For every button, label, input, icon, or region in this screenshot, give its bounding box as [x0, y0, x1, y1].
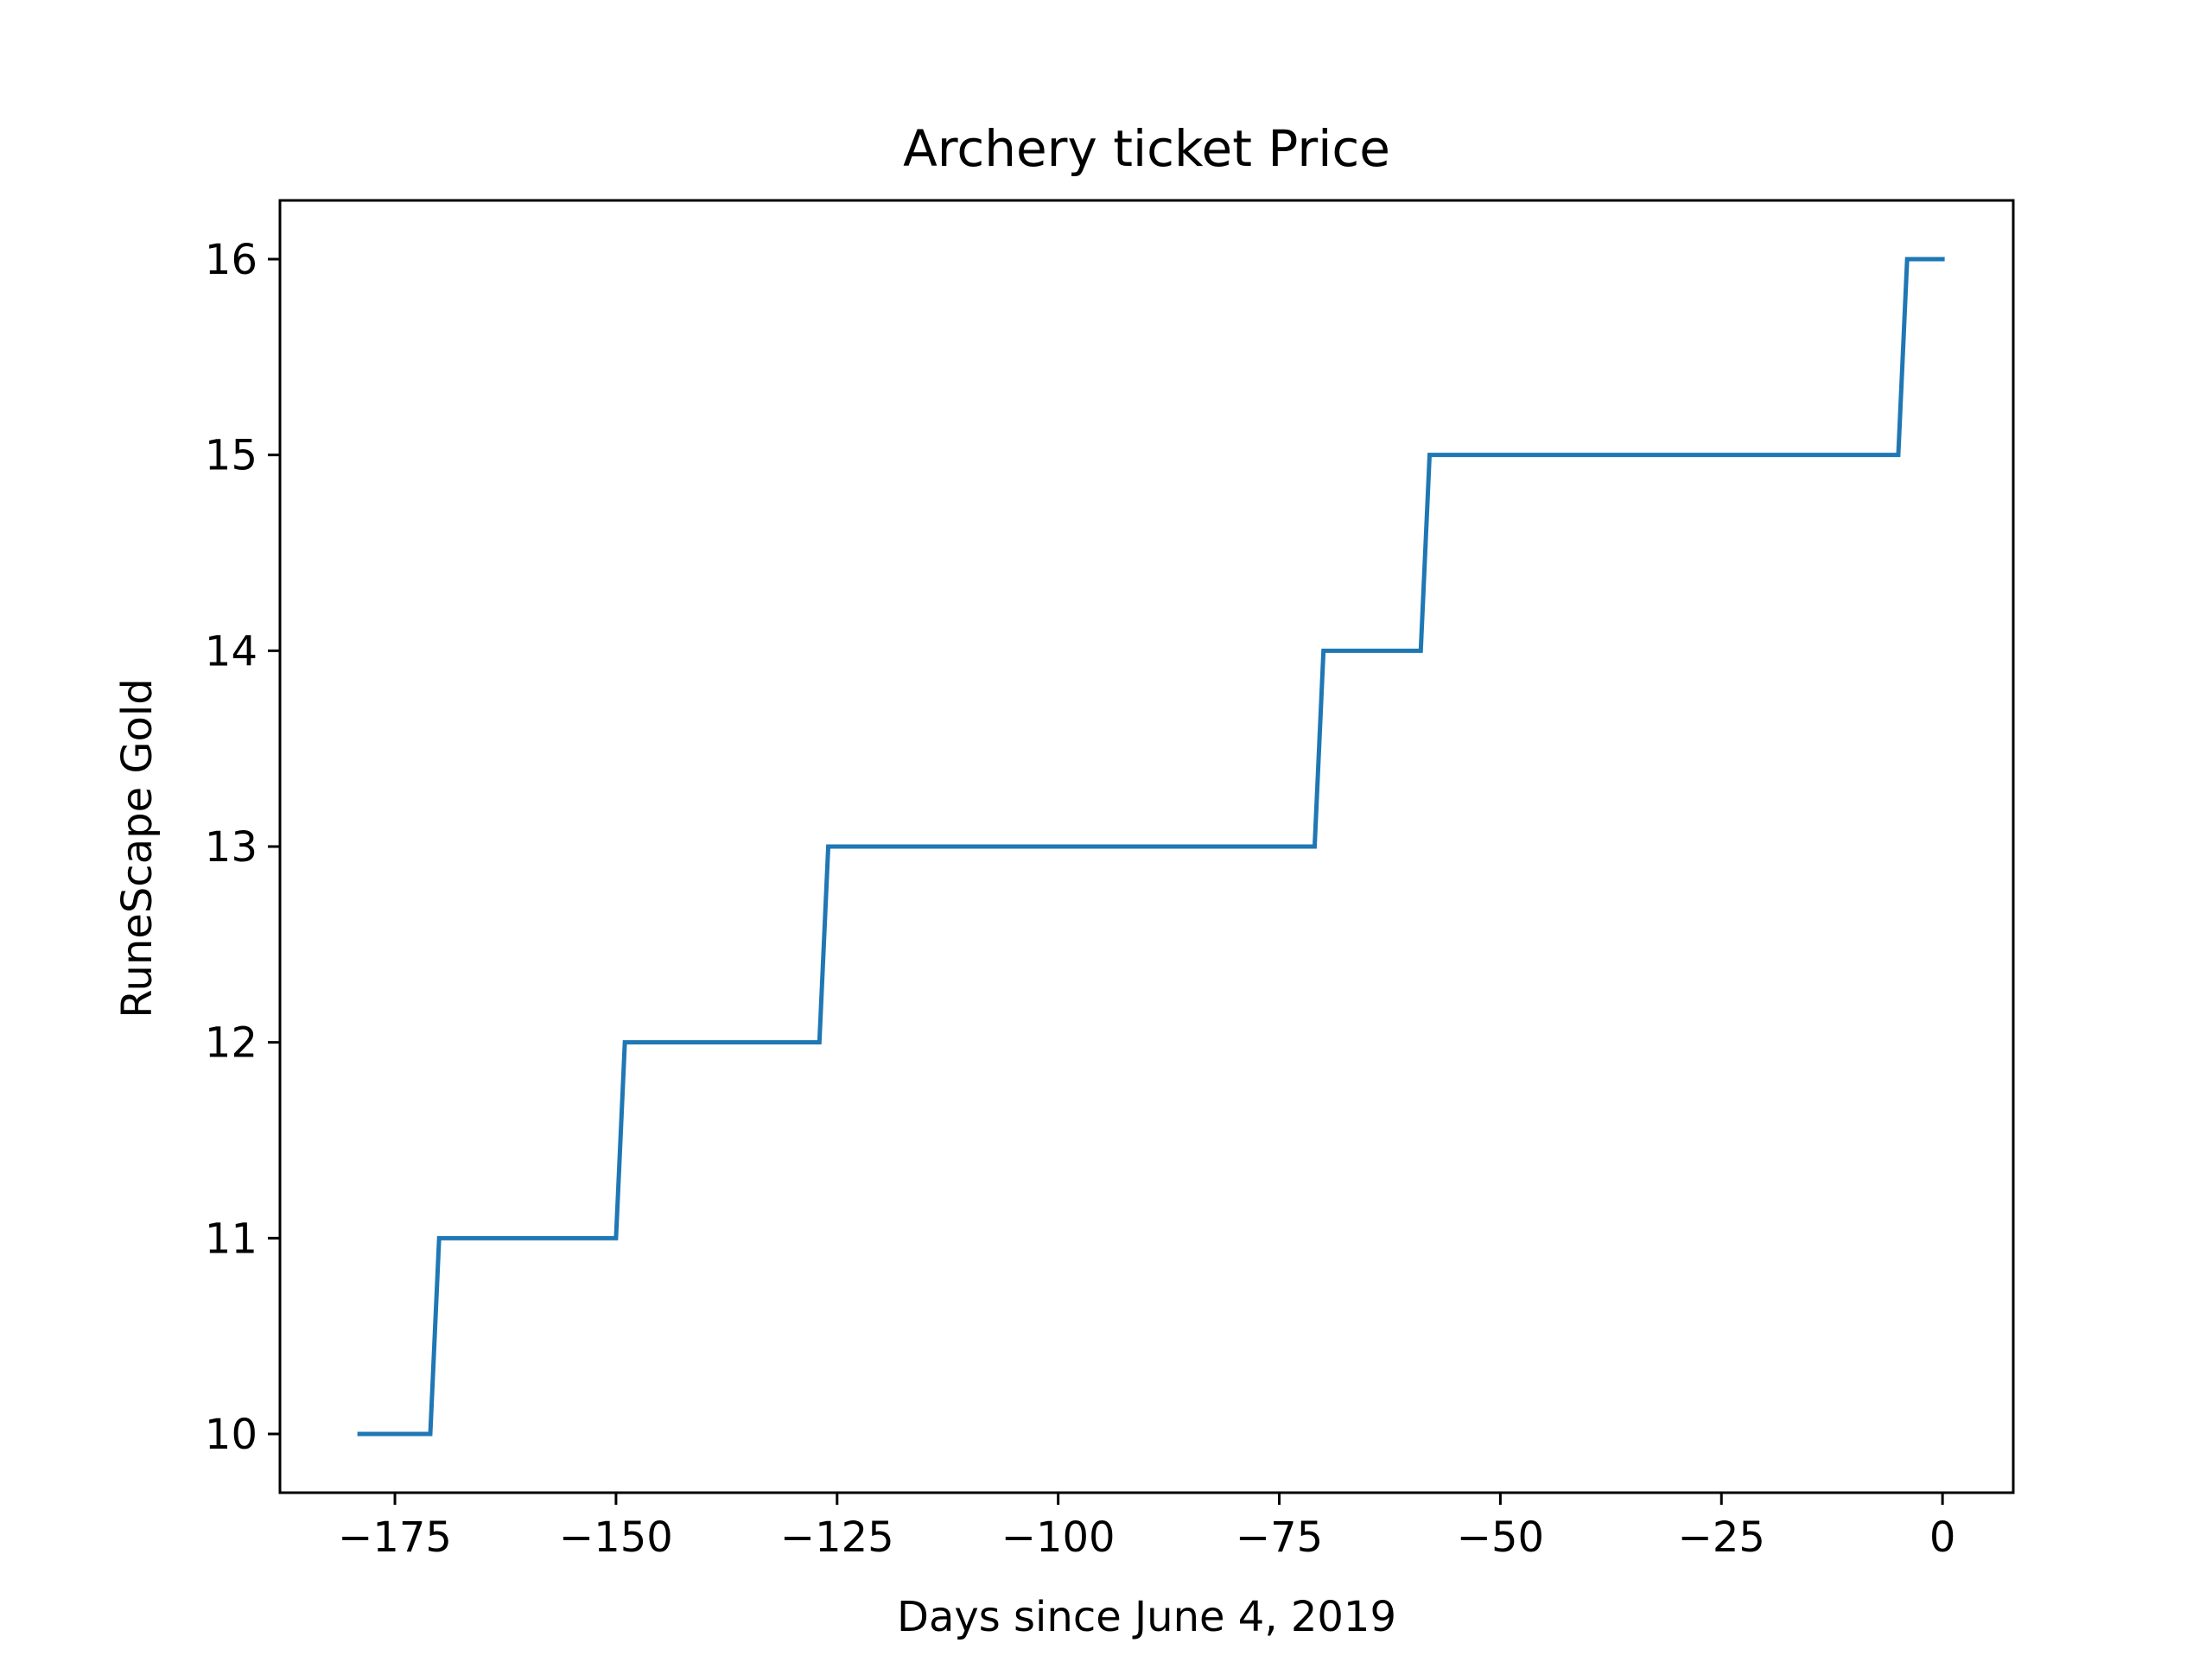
x-tick-label: −125 [780, 1513, 894, 1562]
y-tick-label: 16 [205, 236, 257, 284]
y-tick-label: 15 [205, 432, 257, 480]
y-axis-label: RuneScape Gold [113, 678, 162, 1018]
x-tick-label: 0 [1929, 1513, 1956, 1562]
y-tick-label: 10 [205, 1411, 257, 1459]
y-axis-ticks: 10 11 12 13 14 15 16 [205, 236, 280, 1459]
series-line-0 [357, 257, 1945, 1437]
x-tick-label: −150 [559, 1513, 673, 1562]
y-tick-label: 14 [205, 627, 257, 676]
y-tick-label: 13 [205, 823, 257, 872]
plot-area [357, 257, 1945, 1437]
y-tick-label: 11 [205, 1215, 257, 1263]
x-axis-label: Days since June 4, 2019 [897, 1593, 1396, 1641]
x-tick-label: −75 [1236, 1513, 1323, 1562]
chart-title: Archery ticket Price [903, 119, 1390, 178]
x-tick-label: −50 [1457, 1513, 1544, 1562]
x-axis-ticks: −175 −150 −125 −100 −75 −50 −25 0 [338, 1493, 1955, 1562]
x-tick-label: −25 [1678, 1513, 1765, 1562]
x-tick-label: −100 [1001, 1513, 1116, 1562]
y-tick-label: 12 [205, 1019, 257, 1068]
x-tick-label: −175 [338, 1513, 452, 1562]
